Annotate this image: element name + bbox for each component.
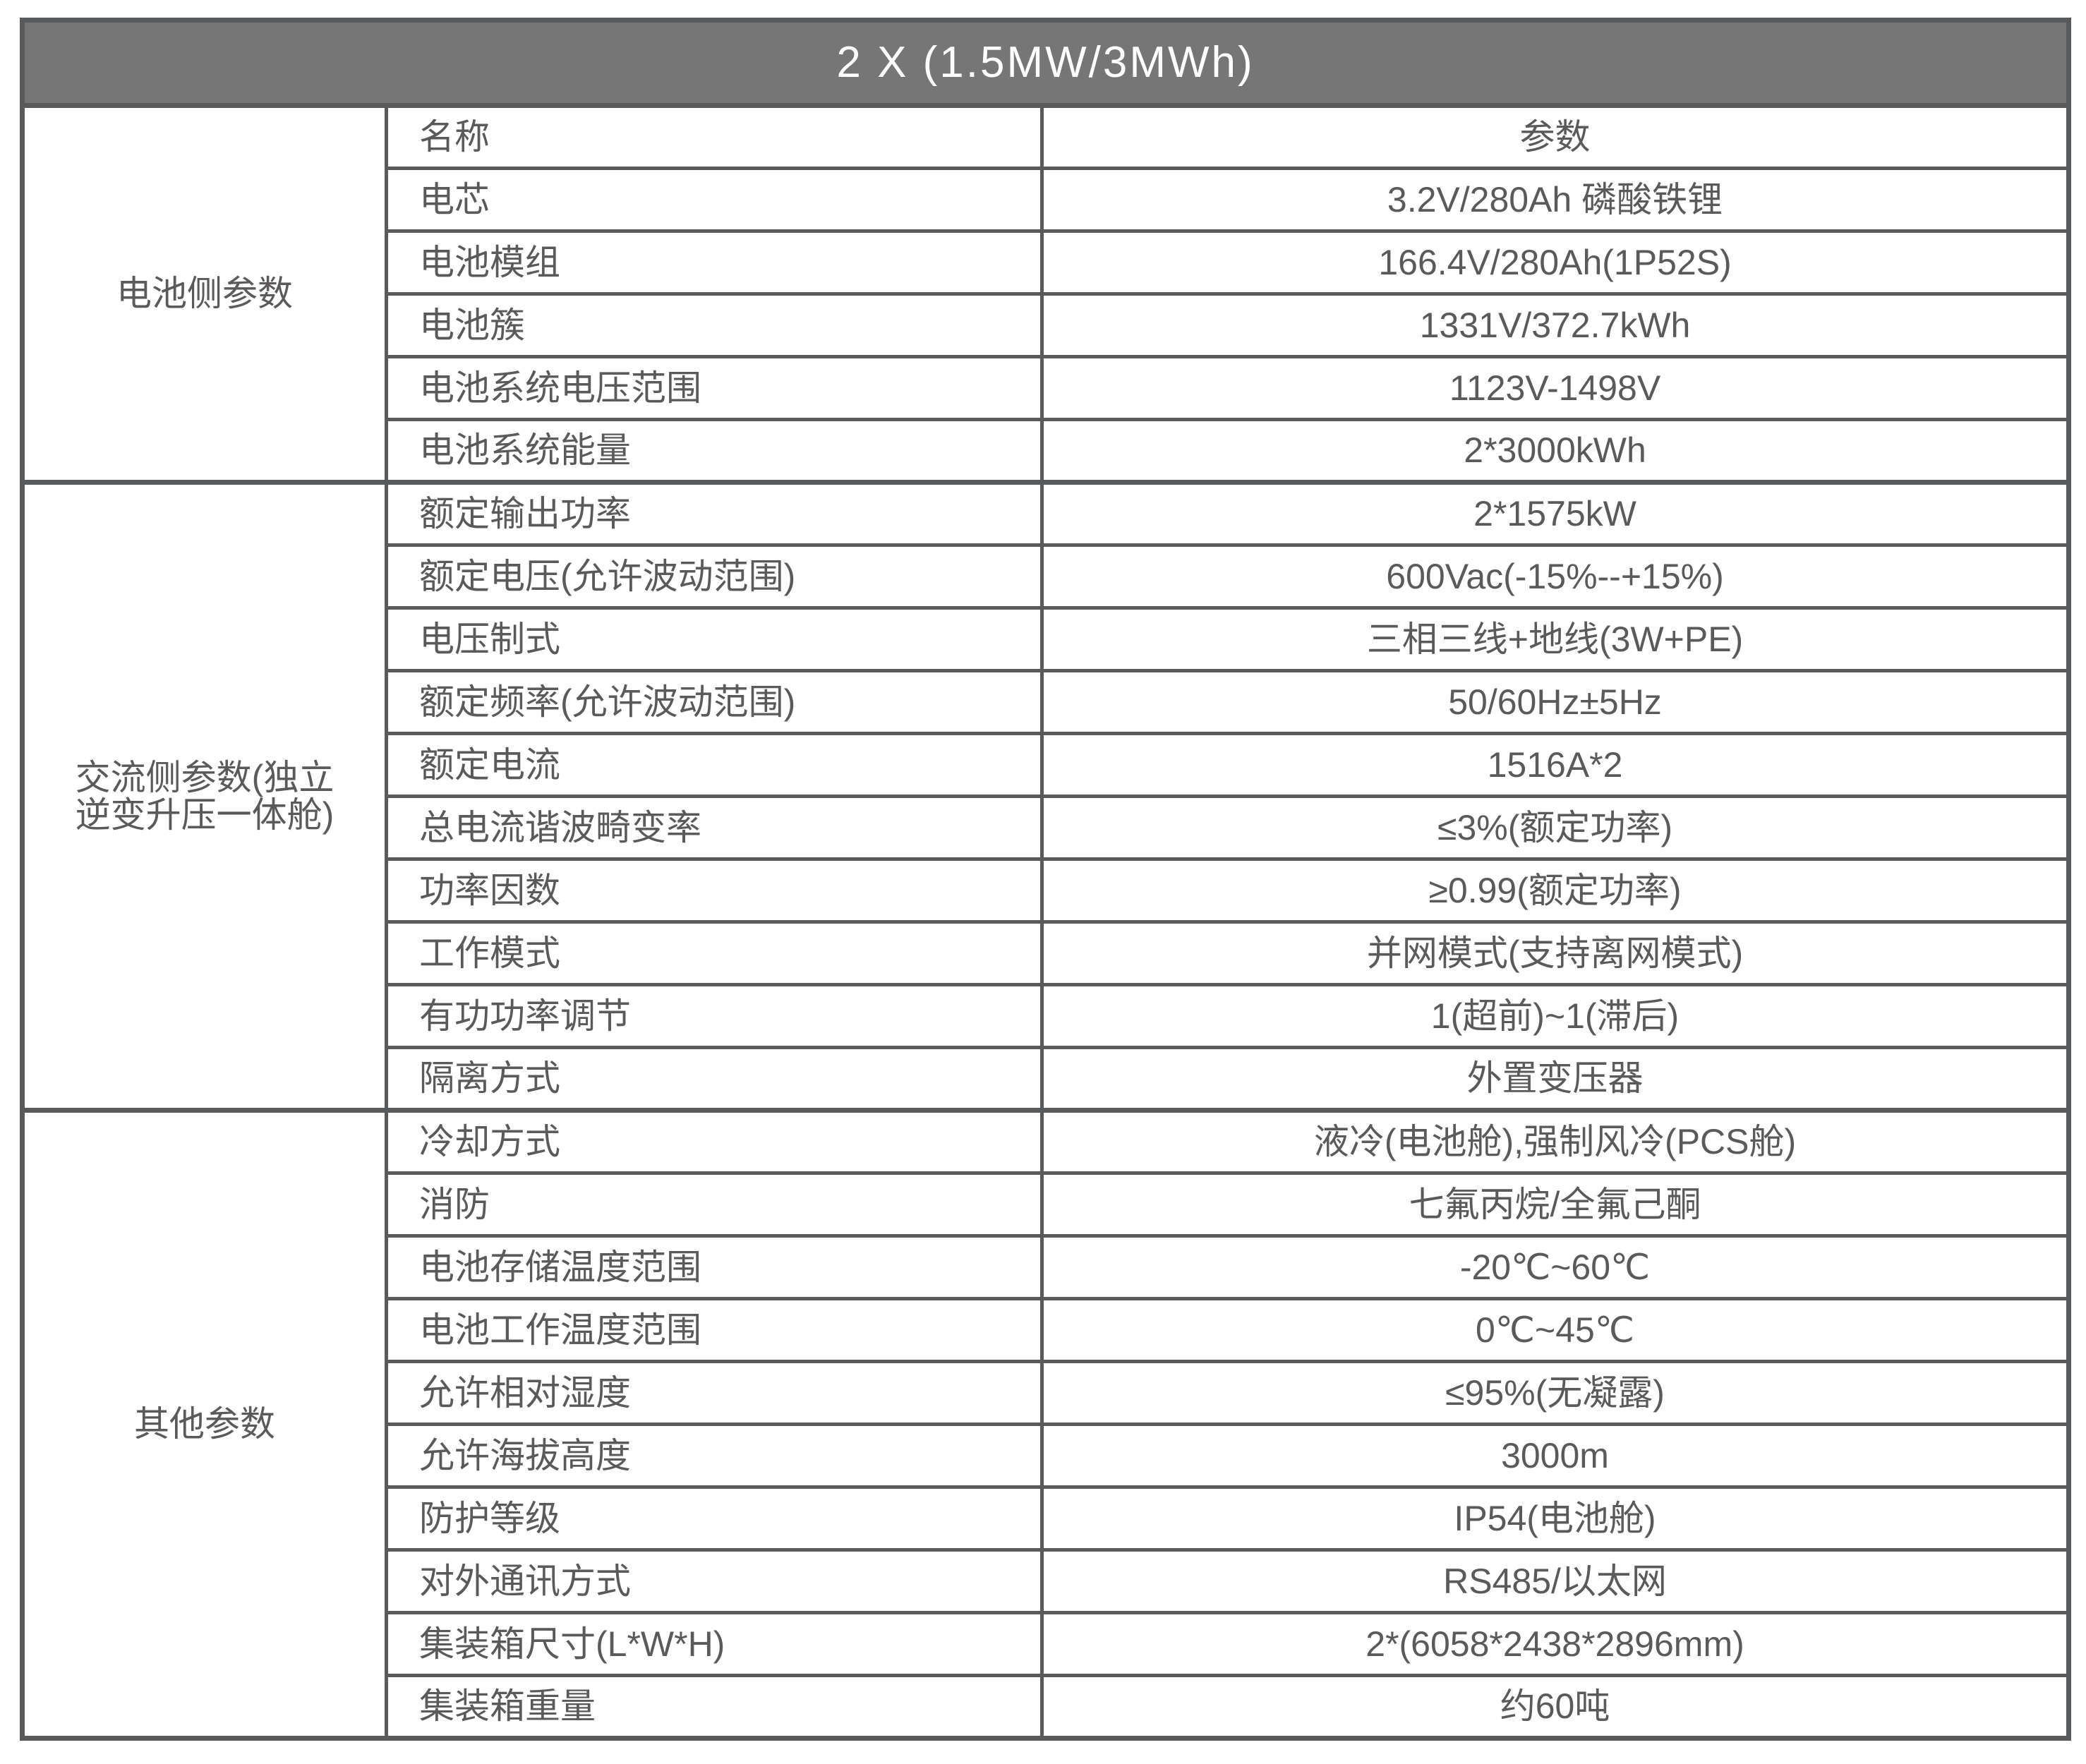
row-value: 50/60Hz±5Hz: [1039, 669, 2071, 735]
table-row: 额定电流 1516A*2: [23, 732, 2071, 798]
row-label: 集装箱重量: [385, 1674, 1044, 1740]
row-label: 额定输出功率: [385, 480, 1044, 547]
row-value: 外置变压器: [1039, 1046, 2071, 1112]
row-label: 电池存储温度范围: [385, 1234, 1044, 1300]
group-label-ac-side: 交流侧参数(独立逆变升压一体舱): [20, 480, 388, 1112]
table-row: 功率因数 ≥0.99(额定功率): [23, 857, 2071, 924]
table-row: 电池模组 166.4V/280Ah(1P52S): [23, 229, 2071, 296]
table-title-row: 2 X (1.5MW/3MWh): [20, 18, 2071, 108]
row-label: 防护等级: [385, 1485, 1044, 1552]
table-row: 电压制式 三相三线+地线(3W+PE): [23, 606, 2071, 672]
table-row: 电池簇 1331V/372.7kWh: [23, 292, 2071, 358]
table-row: 允许相对湿度 ≤95%(无凝露): [23, 1360, 2071, 1426]
row-label: 对外通讯方式: [385, 1548, 1044, 1614]
table-row: 防护等级 IP54(电池舱): [23, 1485, 2071, 1552]
row-value: 1331V/372.7kWh: [1039, 292, 2071, 358]
table-row: 电池系统能量 2*3000kWh: [23, 418, 2071, 484]
row-value: 1(超前)~1(滞后): [1039, 983, 2071, 1049]
row-value: 166.4V/280Ah(1P52S): [1039, 229, 2071, 296]
table-row: 电芯 3.2V/280Ah 磷酸铁锂: [23, 167, 2071, 233]
table-row: 额定频率(允许波动范围) 50/60Hz±5Hz: [23, 669, 2071, 735]
row-value: 1516A*2: [1039, 732, 2071, 798]
row-value: 2*(6058*2438*2896mm): [1039, 1611, 2071, 1677]
row-label: 隔离方式: [385, 1046, 1044, 1112]
table-row: 交流侧参数(独立逆变升压一体舱) 额定输出功率 2*1575kW: [20, 480, 2071, 1112]
row-value: ≤3%(额定功率): [1039, 795, 2071, 861]
row-label: 允许相对湿度: [385, 1360, 1044, 1426]
row-label: 工作模式: [385, 920, 1044, 986]
row-value: 参数: [1039, 103, 2071, 170]
row-label: 集装箱尺寸(L*W*H): [385, 1611, 1044, 1677]
row-label: 有功功率调节: [385, 983, 1044, 1049]
row-value: 3000m: [1039, 1422, 2071, 1489]
row-value: 3.2V/280Ah 磷酸铁锂: [1039, 167, 2071, 233]
row-label: 电芯: [385, 167, 1044, 233]
table-row: 电池侧参数 名称 参数: [20, 103, 2071, 484]
row-label: 额定频率(允许波动范围): [385, 669, 1044, 735]
table-row: 其他参数 冷却方式 液冷(电池舱),强制风冷(PCS舱): [20, 1108, 2071, 1740]
table-row: 电池工作温度范围 0℃~45℃: [23, 1297, 2071, 1363]
table-row: 对外通讯方式 RS485/以太网: [23, 1548, 2071, 1614]
table-row: 有功功率调节 1(超前)~1(滞后): [23, 983, 2071, 1049]
row-label: 电池系统电压范围: [385, 355, 1044, 421]
table-row: 允许海拔高度 3000m: [23, 1422, 2071, 1489]
row-label: 电压制式: [385, 606, 1044, 672]
table-row: 消防 七氟丙烷/全氟己酮: [23, 1171, 2071, 1238]
table-row: 集装箱尺寸(L*W*H) 2*(6058*2438*2896mm): [23, 1611, 2071, 1677]
row-value: 约60吨: [1039, 1674, 2071, 1740]
row-label: 电池系统能量: [385, 418, 1044, 484]
row-label: 额定电压(允许波动范围): [385, 543, 1044, 610]
row-value: 液冷(电池舱),强制风冷(PCS舱): [1039, 1108, 2071, 1175]
row-value: ≤95%(无凝露): [1039, 1360, 2071, 1426]
table-row: 额定电压(允许波动范围) 600Vac(-15%--+15%): [23, 543, 2071, 610]
spec-table: 2 X (1.5MW/3MWh) 电池侧参数 名称 参数 电芯 3.2V/280…: [20, 18, 2072, 1741]
row-value: 0℃~45℃: [1039, 1297, 2071, 1363]
row-value: 600Vac(-15%--+15%): [1039, 543, 2071, 610]
group-label-other: 其他参数: [20, 1108, 388, 1740]
row-label: 名称: [385, 103, 1044, 170]
row-label: 总电流谐波畸变率: [385, 795, 1044, 861]
table-row: 电池系统电压范围 1123V-1498V: [23, 355, 2071, 421]
table-title: 2 X (1.5MW/3MWh): [20, 18, 2071, 108]
row-value: 1123V-1498V: [1039, 355, 2071, 421]
table-row: 隔离方式 外置变压器: [23, 1046, 2071, 1112]
row-label: 额定电流: [385, 732, 1044, 798]
table-row: 工作模式 并网模式(支持离网模式): [23, 920, 2071, 986]
row-value: ≥0.99(额定功率): [1039, 857, 2071, 924]
row-label: 电池模组: [385, 229, 1044, 296]
row-value: RS485/以太网: [1039, 1548, 2071, 1614]
table-row: 电池存储温度范围 -20℃~60℃: [23, 1234, 2071, 1300]
row-value: 七氟丙烷/全氟己酮: [1039, 1171, 2071, 1238]
row-label: 允许海拔高度: [385, 1422, 1044, 1489]
row-value: 并网模式(支持离网模式): [1039, 920, 2071, 986]
table-row: 总电流谐波畸变率 ≤3%(额定功率): [23, 795, 2071, 861]
row-value: 2*3000kWh: [1039, 418, 2071, 484]
row-value: 2*1575kW: [1039, 480, 2071, 547]
row-value: 三相三线+地线(3W+PE): [1039, 606, 2071, 672]
group-label-battery: 电池侧参数: [20, 103, 388, 484]
row-value: IP54(电池舱): [1039, 1485, 2071, 1552]
row-value: -20℃~60℃: [1039, 1234, 2071, 1300]
row-label: 电池簇: [385, 292, 1044, 358]
table-row: 集装箱重量 约60吨: [23, 1674, 2071, 1740]
row-label: 电池工作温度范围: [385, 1297, 1044, 1363]
row-label: 冷却方式: [385, 1108, 1044, 1175]
row-label: 功率因数: [385, 857, 1044, 924]
row-label: 消防: [385, 1171, 1044, 1238]
